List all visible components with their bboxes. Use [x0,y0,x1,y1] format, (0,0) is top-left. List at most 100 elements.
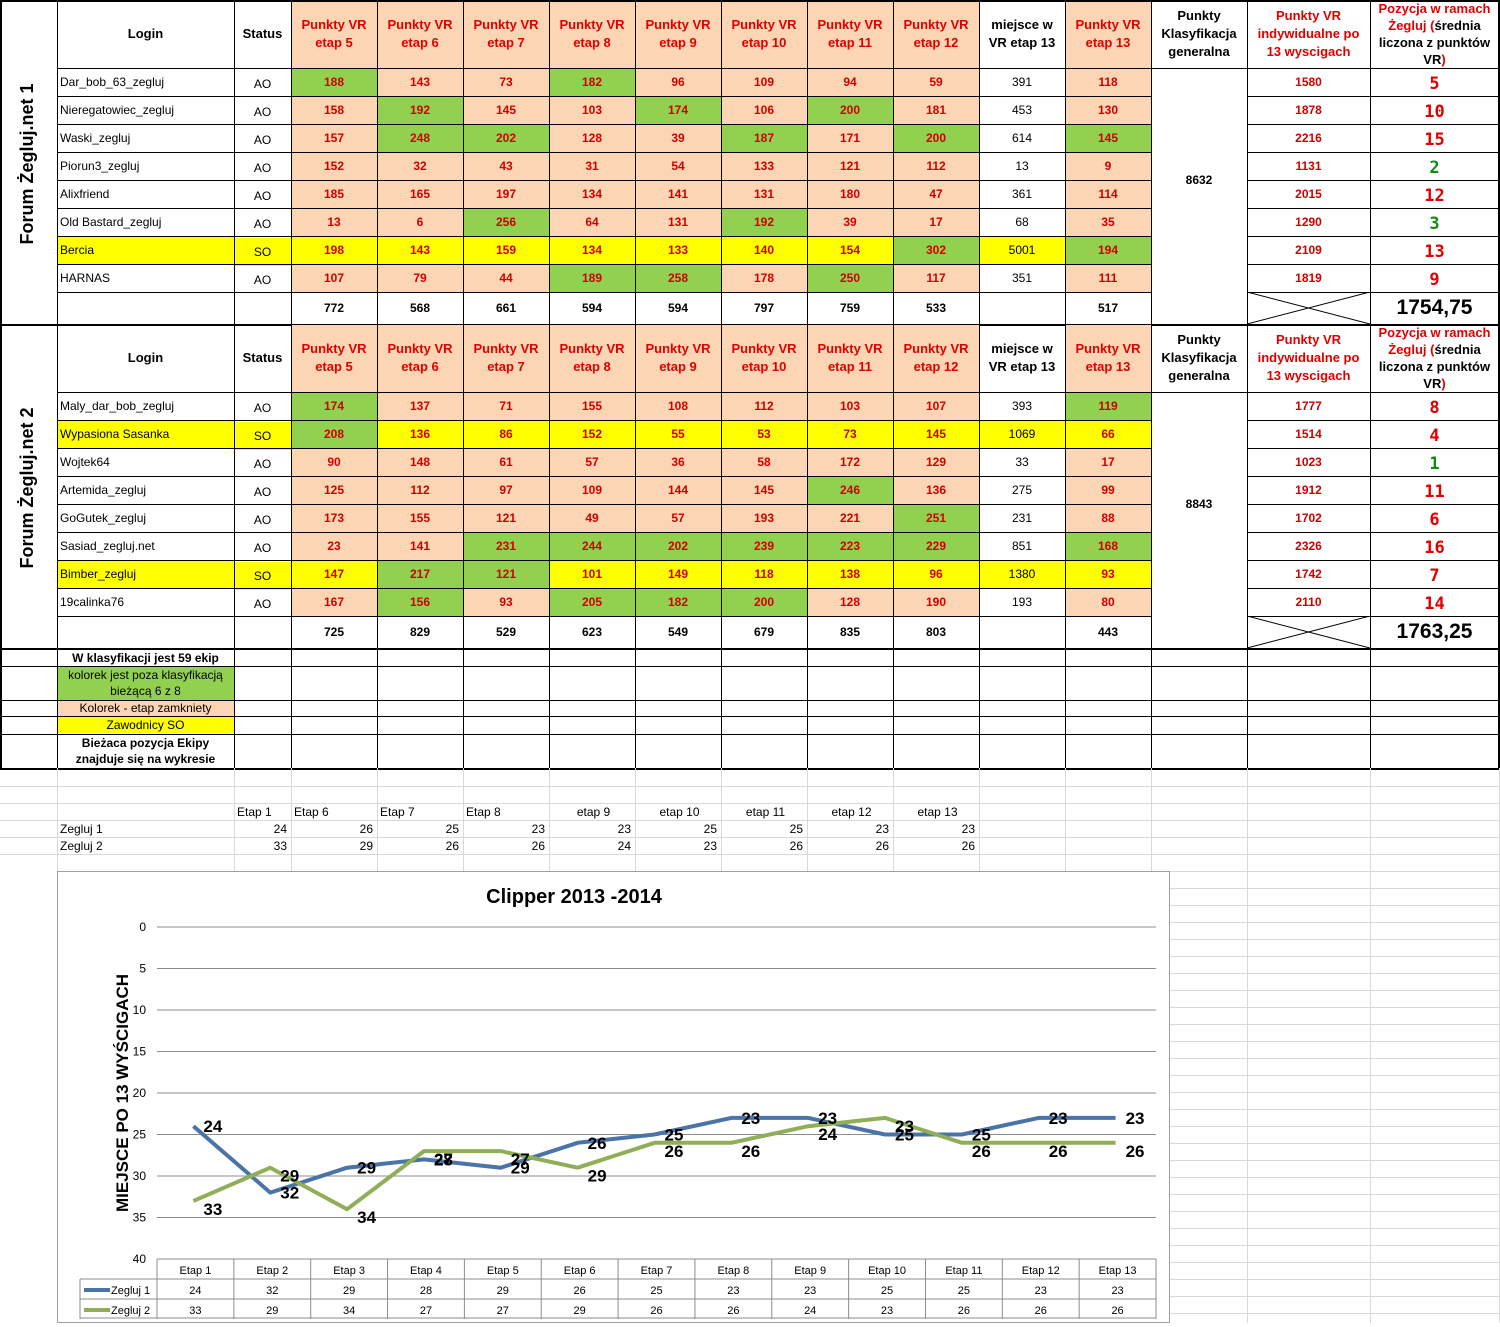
stage-points: 90 [291,448,377,476]
sheet-gridline [1170,1245,1500,1246]
data-table-value: 23 [881,1305,893,1317]
stage-points: 101 [549,560,635,588]
stage-points: 246 [807,476,893,504]
stage-points: 134 [549,180,635,208]
grid-line [1065,324,1066,648]
data-label: 34 [357,1208,376,1227]
team-status: AO [253,105,272,119]
data-label: 27 [434,1150,453,1169]
grid-line [0,324,2,648]
stage-points: 47 [893,180,979,208]
grid-line [57,648,58,768]
individual-points: 1702 [1295,511,1322,525]
sheet-gridline [0,820,1500,821]
stage-points: 128 [549,124,635,152]
stage-points: 141 [635,180,721,208]
grid-line [291,648,292,768]
sheet-gridline [57,768,58,871]
grid-line [0,324,1500,325]
stage-points: 152 [291,152,377,180]
stage-points: 165 [377,180,463,208]
mini-table-row-label: Zegluj 2 [60,838,103,853]
stage-points: 39 [807,208,893,236]
column-header-etap: Punkty VR etap 8 [549,0,635,68]
mini-table-value: 23 [875,821,889,836]
column-header-login: Login [127,26,164,41]
stage-points: 250 [807,264,893,292]
mini-table-value: 23 [617,821,631,836]
stage-points: 112 [377,476,463,504]
legend-entry: Zegluj 2 [111,1305,150,1317]
grid-line [807,0,808,324]
stage-place: 193 [1011,595,1033,609]
stage-points: 121 [463,504,549,532]
data-table-value: 34 [343,1305,355,1317]
y-tick-label: 20 [133,1086,147,1100]
stage13-points: 168 [1065,532,1151,560]
data-label: 24 [818,1125,837,1144]
data-table-value: 27 [420,1305,432,1317]
stage-sum: 529 [495,625,517,639]
sheet-gridline [1170,1160,1500,1161]
team-rank: 6 [1429,510,1440,530]
grid-line [57,68,1499,69]
team-status: AO [253,541,272,555]
stage-sum: 594 [581,301,603,315]
grid-line [57,476,1151,477]
stage-points: 109 [721,68,807,96]
stage-points: 145 [463,96,549,124]
grid-line [721,648,722,768]
grid-line [1370,0,1371,324]
sheet-gridline [0,837,1500,838]
individual-points: 2109 [1295,243,1322,257]
stage13-points: 130 [1065,96,1151,124]
stage-points: 182 [549,68,635,96]
sheet-gridline [1170,1279,1500,1280]
grid-line [979,0,980,324]
stage-points: 108 [635,392,721,420]
stage-points: 148 [377,448,463,476]
stage-sum: 549 [667,625,689,639]
data-table-value: 24 [189,1285,201,1297]
grid-line [234,324,235,648]
stage-points: 174 [635,96,721,124]
mini-table-header: Etap 6 [294,804,329,819]
mini-table-value: 26 [445,838,459,853]
legend-info: W klasyfikacji jest 59 ekip [72,651,219,665]
stage-points: 121 [463,560,549,588]
group-name: Forum Żegluj.net 1 [17,83,37,245]
mini-table-value: 29 [359,838,373,853]
team-status: AO [253,597,272,611]
grid-line [1247,180,1499,181]
data-label: 26 [588,1134,607,1153]
stage-points: 239 [721,532,807,560]
stage-points: 86 [463,420,549,448]
sheet-gridline [1170,973,1500,974]
grid-line [463,324,464,648]
x-tick-label: Etap 11 [945,1265,982,1277]
stage-points: 31 [549,152,635,180]
data-table-value: 26 [1035,1305,1047,1317]
stage-points: 174 [291,392,377,420]
column-header-login: Login [127,350,164,365]
stage-points: 172 [807,448,893,476]
stage-points: 208 [291,420,377,448]
data-label: 23 [818,1109,837,1128]
stage-points: 6 [377,208,463,236]
team-login: Bimber_zegluj [57,560,234,588]
x-tick-label: Etap 12 [1022,1265,1060,1277]
stage-points: 200 [893,124,979,152]
grid-line [1247,504,1499,505]
grid-line [0,648,2,768]
data-label: 29 [511,1159,530,1178]
cross-lines [1246,615,1371,649]
stage-points: 103 [807,392,893,420]
stage13-points: 99 [1065,476,1151,504]
individual-points: 1023 [1295,455,1322,469]
stage-place: 851 [1011,539,1033,553]
data-table-value: 25 [650,1285,662,1297]
stage-points: 244 [549,532,635,560]
sheet-gridline [1170,956,1500,957]
y-tick-label: 0 [139,920,146,934]
team-status: SO [234,238,291,266]
